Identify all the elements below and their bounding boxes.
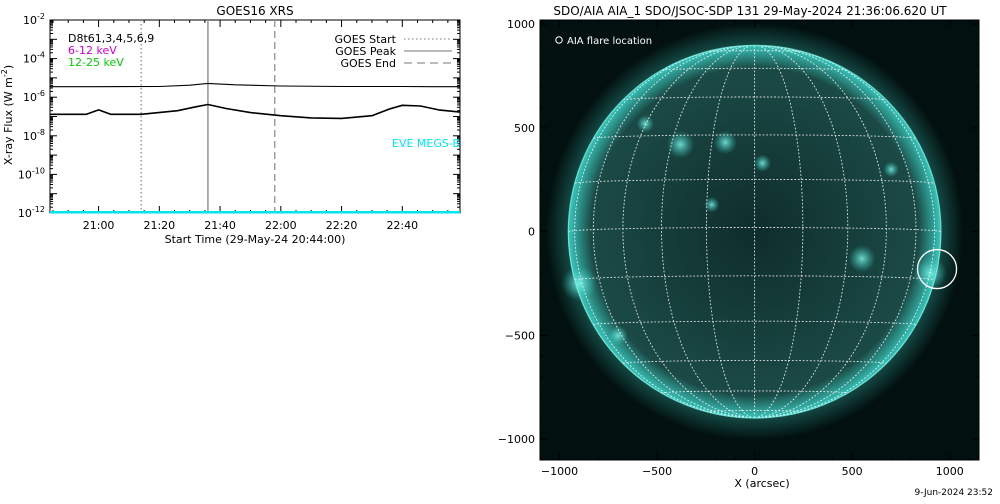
goes-x-tick-label: 21:20 — [143, 219, 175, 232]
aia-grid-longitude — [592, 45, 755, 419]
aia-bright-region — [636, 114, 655, 133]
aia-bright-region — [561, 266, 597, 302]
aia-bright-region — [666, 130, 695, 159]
goes-plot-area: 10-12 10-10 10-8 10-6 10-4 10-2 21:00 21:20 21:4… — [18, 12, 461, 232]
aia-grid-longitude — [622, 45, 755, 419]
goes-legend-left-item: 12-25 keV — [68, 56, 124, 69]
goes-annotation-label: EVE MEGS-B — [392, 137, 460, 150]
goes-x-tick-label: 22:40 — [386, 219, 418, 232]
aia-x-tick-label: −500 — [642, 465, 672, 478]
aia-plot-frame — [539, 19, 980, 461]
aia-y-tick-label: −1000 — [498, 433, 535, 446]
aia-plot-area: AIA flare location −1000 −500 0 500 1000 −1000… — [498, 18, 980, 478]
aia-grid-longitude — [661, 45, 755, 419]
goes-y-tick-label: 10-2 — [23, 12, 45, 27]
goes-x-tick-label: 22:20 — [326, 219, 358, 232]
goes-legend-right-item: GOES Peak — [335, 45, 396, 58]
goes-legend-left-item: D8t61,3,4,5,6,9 — [68, 32, 154, 45]
goes-y-axis-label: X-ray Flux (W m-2) — [0, 65, 15, 165]
goes-y-tick-label: 10-8 — [23, 128, 45, 143]
goes-series-short — [50, 103, 461, 120]
aia-y-tick-label: 1000 — [507, 18, 535, 31]
goes-legend-right-item: GOES Start — [335, 33, 397, 46]
aia-grid-latitude — [574, 178, 935, 184]
aia-flare-marker — [916, 248, 958, 290]
aia-image-title: SDO/AIA AIA_1 SDO/JSOC-SDP 131 29-May-20… — [553, 4, 947, 18]
aia-grid-latitude — [661, 390, 849, 394]
aia-image — [540, 20, 979, 460]
aia-bright-region — [848, 245, 876, 273]
aia-bright-region — [713, 130, 738, 155]
aia-bright-region — [753, 154, 772, 172]
aia-solar-limb — [567, 44, 942, 419]
aia-x-tick-label: 0 — [751, 465, 758, 478]
goes-y-tick-label: 10-12 — [18, 205, 45, 220]
aia-grid-longitude — [754, 45, 887, 419]
aia-image-panel: SDO/AIA AIA_1 SDO/JSOC-SDP 131 29-May-20… — [498, 4, 980, 490]
aia-legend-label: AIA flare location — [567, 36, 652, 47]
goes-x-axis-label: Start Time (29-May-24 20:44:00) — [165, 233, 346, 246]
aia-grid-longitude — [705, 45, 755, 419]
aia-x-tick-label: −1000 — [541, 465, 578, 478]
aia-x-axis-label: X (arcsec) — [734, 477, 789, 490]
aia-grid-longitude — [754, 45, 936, 419]
goes-legend-left-item: 6-12 keV — [68, 44, 117, 57]
aia-grid-longitude — [754, 45, 804, 419]
aia-x-tick-label: 1000 — [936, 465, 964, 478]
aia-legend-symbol — [555, 36, 563, 44]
aia-solar-disk — [568, 45, 941, 419]
aia-bright-region — [883, 161, 900, 178]
aia-bright-region — [703, 196, 720, 213]
aia-grid-longitude — [754, 45, 849, 419]
goes-x-tick-label: 21:40 — [204, 219, 236, 232]
goes-y-tick-label: 10-4 — [23, 51, 45, 66]
aia-bright-region — [608, 325, 628, 346]
aia-heliographic-grid — [568, 45, 941, 419]
goes-xrs-chart: GOES16 XRS 10-12 10-10 10-8 10-6 10-4 10-2 21:… — [0, 4, 461, 246]
aia-y-tick-label: 0 — [528, 226, 535, 239]
goes-legend-right-item: GOES End — [340, 57, 396, 70]
goes-x-tick-label: 22:00 — [265, 219, 297, 232]
aia-grid-latitude — [706, 410, 804, 413]
goes-y-tick-label: 10-6 — [23, 89, 45, 104]
aia-x-tick-label: 500 — [842, 465, 863, 478]
aia-grid-longitude — [574, 45, 755, 419]
goes-chart-title: GOES16 XRS — [216, 4, 293, 18]
goes-x-tick-label: 21:00 — [83, 219, 115, 232]
aia-y-tick-label: 500 — [514, 122, 535, 135]
goes-series-long — [50, 82, 460, 88]
aia-y-tick-label: −500 — [505, 329, 535, 342]
goes-y-tick-label: 10-10 — [18, 166, 45, 181]
footer-timestamp: 9-Jun-2024 23:52 — [915, 488, 994, 498]
aia-grid-longitude — [754, 45, 917, 419]
